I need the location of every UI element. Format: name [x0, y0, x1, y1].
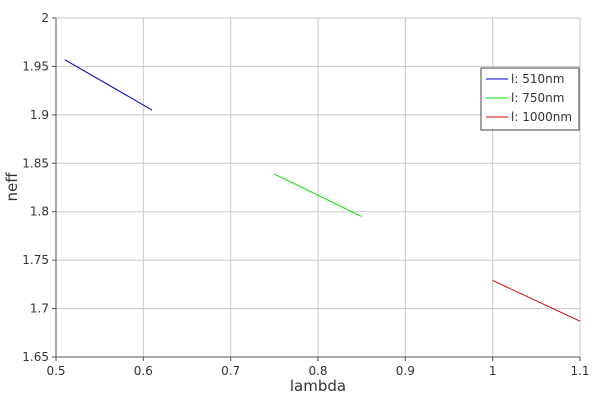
x-tick-label: 1 — [489, 364, 497, 378]
y-tick-label: 1.75 — [22, 253, 49, 267]
series-lines — [64, 59, 581, 322]
x-tick-label: 0.5 — [46, 364, 65, 378]
y-tick-label: 1.9 — [30, 108, 49, 122]
legend-box — [480, 67, 580, 131]
legend-label-2: l: 1000nm — [511, 110, 572, 124]
x-tick-label: 0.9 — [396, 364, 415, 378]
y-tick-label: 1.95 — [22, 59, 49, 73]
series-line-0 — [64, 59, 153, 111]
x-tick-label: 0.6 — [134, 364, 153, 378]
x-tick-label: 1.1 — [570, 364, 589, 378]
legend-label-0: l: 510nm — [511, 72, 564, 86]
series-line-1 — [274, 173, 362, 218]
x-tick-label: 0.8 — [308, 364, 327, 378]
x-axis-label: lambda — [290, 377, 346, 395]
tick-labels: 0.5 0.6 0.7 0.8 0.9 1 1.1 1.65 1.7 1.75 1.8 1.85 1.9… — [22, 11, 589, 378]
y-tick-label: 1.8 — [30, 205, 49, 219]
legend-label-1: l: 750nm — [511, 91, 564, 105]
y-tick-label: 2 — [41, 11, 49, 25]
series-line-2 — [492, 280, 581, 322]
y-tick-label: 1.85 — [22, 156, 49, 170]
axes — [52, 17, 581, 361]
y-tick-label: 1.7 — [30, 302, 49, 316]
legend: l: 510nm l: 750nm l: 1000nm — [480, 67, 580, 131]
y-tick-label: 1.65 — [22, 350, 49, 364]
x-tick-label: 0.7 — [221, 364, 240, 378]
y-axis-label: neff — [3, 172, 21, 202]
